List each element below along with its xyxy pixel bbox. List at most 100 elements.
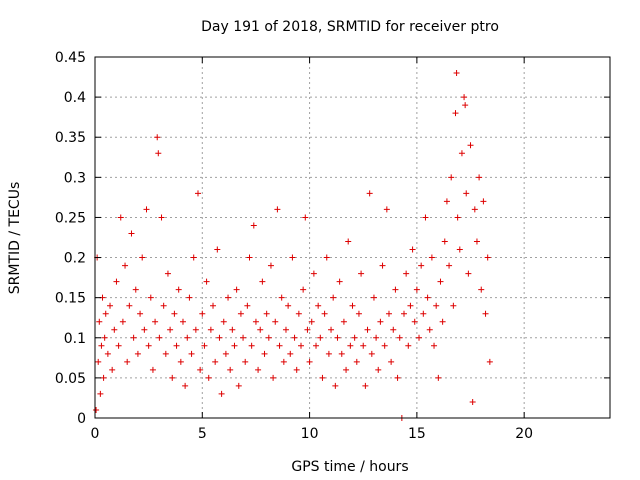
data-point xyxy=(192,326,199,333)
data-point xyxy=(171,310,178,317)
x-tick-labels: 0 5 10 15 20 xyxy=(91,426,534,442)
data-point xyxy=(355,310,362,317)
data-point xyxy=(177,358,184,365)
data-point xyxy=(160,302,167,309)
data-point xyxy=(102,310,109,317)
data-point xyxy=(164,270,171,277)
data-point xyxy=(446,262,453,269)
data-point xyxy=(295,310,302,317)
data-point xyxy=(287,350,294,357)
data-point xyxy=(205,374,212,381)
data-point xyxy=(250,222,257,229)
data-point xyxy=(484,254,491,261)
data-point xyxy=(336,278,343,285)
data-point xyxy=(259,278,266,285)
data-point xyxy=(486,358,493,365)
y-tick-label: 0.45 xyxy=(55,50,86,66)
data-point xyxy=(456,246,463,253)
data-point xyxy=(145,342,152,349)
data-point xyxy=(462,102,469,109)
x-axis-label: GPS time / hours xyxy=(291,459,408,475)
y-tick-label: 0.1 xyxy=(64,331,86,347)
data-point xyxy=(175,286,182,293)
data-point xyxy=(317,334,324,341)
gridlines xyxy=(95,57,610,418)
data-point xyxy=(229,326,236,333)
data-point xyxy=(409,246,416,253)
data-point xyxy=(107,302,114,309)
data-point xyxy=(149,366,156,373)
data-point xyxy=(248,342,255,349)
data-point xyxy=(328,326,335,333)
data-point xyxy=(115,342,122,349)
x-tick-label: 10 xyxy=(301,426,319,442)
data-point xyxy=(156,334,163,341)
data-point xyxy=(130,334,137,341)
data-point xyxy=(338,350,345,357)
data-point xyxy=(141,326,148,333)
data-point xyxy=(222,350,229,357)
x-tick-label: 0 xyxy=(91,426,100,442)
data-point xyxy=(454,214,461,221)
data-point xyxy=(197,366,204,373)
data-point xyxy=(426,326,433,333)
data-point xyxy=(368,350,375,357)
data-point xyxy=(330,294,337,301)
data-point xyxy=(276,342,283,349)
data-point xyxy=(190,254,197,261)
data-point xyxy=(137,310,144,317)
data-point xyxy=(220,318,227,325)
data-point xyxy=(394,374,401,381)
y-tick-label: 0.2 xyxy=(64,251,86,267)
plot-frame xyxy=(94,56,611,419)
data-point xyxy=(167,326,174,333)
data-point xyxy=(139,254,146,261)
data-point xyxy=(100,374,107,381)
data-point xyxy=(321,310,328,317)
data-point xyxy=(450,302,457,309)
data-point xyxy=(128,230,135,237)
data-point xyxy=(435,374,442,381)
data-point xyxy=(278,294,285,301)
data-point xyxy=(469,398,476,405)
data-point xyxy=(373,334,380,341)
x-tick-label: 20 xyxy=(515,426,533,442)
data-point xyxy=(375,366,382,373)
data-point xyxy=(467,142,474,149)
data-point xyxy=(257,326,264,333)
data-point xyxy=(132,286,139,293)
data-point xyxy=(93,406,100,413)
data-point xyxy=(214,246,221,253)
data-point xyxy=(270,374,277,381)
data-point xyxy=(97,390,104,397)
data-point xyxy=(280,358,287,365)
y-tick-label: 0.25 xyxy=(55,210,86,226)
data-point xyxy=(323,254,330,261)
data-point xyxy=(403,270,410,277)
data-point xyxy=(385,310,392,317)
data-point xyxy=(381,342,388,349)
data-point xyxy=(422,214,429,221)
data-point xyxy=(396,334,403,341)
data-point xyxy=(246,254,253,261)
data-point xyxy=(233,286,240,293)
data-point xyxy=(117,214,124,221)
data-point xyxy=(199,310,206,317)
data-point xyxy=(452,110,459,117)
data-point xyxy=(104,350,111,357)
data-point xyxy=(407,302,414,309)
data-point xyxy=(134,350,141,357)
data-point xyxy=(113,278,120,285)
data-point xyxy=(244,302,251,309)
data-point xyxy=(471,206,478,213)
y-tick-label: 0 xyxy=(77,411,86,427)
y-tick-label: 0.3 xyxy=(64,170,86,186)
data-point xyxy=(325,350,332,357)
data-point xyxy=(235,382,242,389)
data-point xyxy=(347,342,354,349)
data-point xyxy=(267,262,274,269)
data-point xyxy=(218,390,225,397)
data-point xyxy=(207,326,214,333)
data-point xyxy=(306,358,313,365)
data-point xyxy=(289,254,296,261)
